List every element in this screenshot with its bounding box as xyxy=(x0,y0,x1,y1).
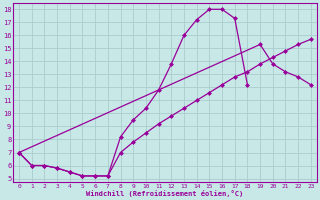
X-axis label: Windchill (Refroidissement éolien,°C): Windchill (Refroidissement éolien,°C) xyxy=(86,190,244,197)
